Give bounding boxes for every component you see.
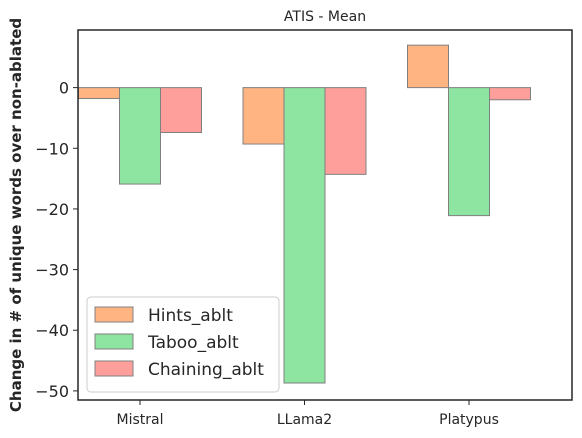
y-tick-label: −20 <box>35 200 69 219</box>
legend-label: Hints_ablt <box>148 306 233 326</box>
bars-group <box>78 44 531 384</box>
legend-swatch <box>94 333 134 350</box>
bar-hints-ablt-llama2 <box>242 87 285 145</box>
y-tick-label: −50 <box>35 382 69 401</box>
x-tick-label: LLama2 <box>277 412 332 428</box>
y-tick-label: 0 <box>59 79 69 98</box>
bar-hints-ablt-platypus <box>407 44 449 89</box>
bar-taboo-ablt-llama2 <box>283 87 326 384</box>
plot-frame <box>77 29 573 401</box>
legend-label: Chaining_ablt <box>148 360 264 380</box>
axes-group: Mistral LLama2 Platypus 0 −10 −20 −30 −40 −50 <box>35 29 573 428</box>
bar-chaining-ablt-mistral <box>160 87 202 134</box>
x-tick-label: Platypus <box>439 412 499 428</box>
legend-label: Taboo_ablt <box>147 333 239 353</box>
legend: Hints_ablt Taboo_ablt Chaining_ablt <box>86 296 280 393</box>
bar-taboo-ablt-platypus <box>448 87 490 217</box>
chart-title: ATIS - Mean <box>284 9 366 25</box>
legend-swatch <box>94 360 134 377</box>
legend-box <box>86 296 280 393</box>
bar-taboo-ablt-mistral <box>119 87 161 185</box>
bar-hints-ablt-mistral <box>78 87 120 100</box>
x-tick-label: Mistral <box>117 412 164 428</box>
legend-swatch <box>94 306 134 323</box>
y-tick-label: −40 <box>35 321 69 340</box>
bar-chaining-ablt-llama2 <box>324 87 367 175</box>
y-tick-label: −10 <box>35 139 69 158</box>
bar-chaining-ablt-platypus <box>489 87 531 101</box>
y-axis-label: Change in # of unique words over non-abl… <box>7 18 25 412</box>
y-tick-label: −30 <box>35 261 69 280</box>
